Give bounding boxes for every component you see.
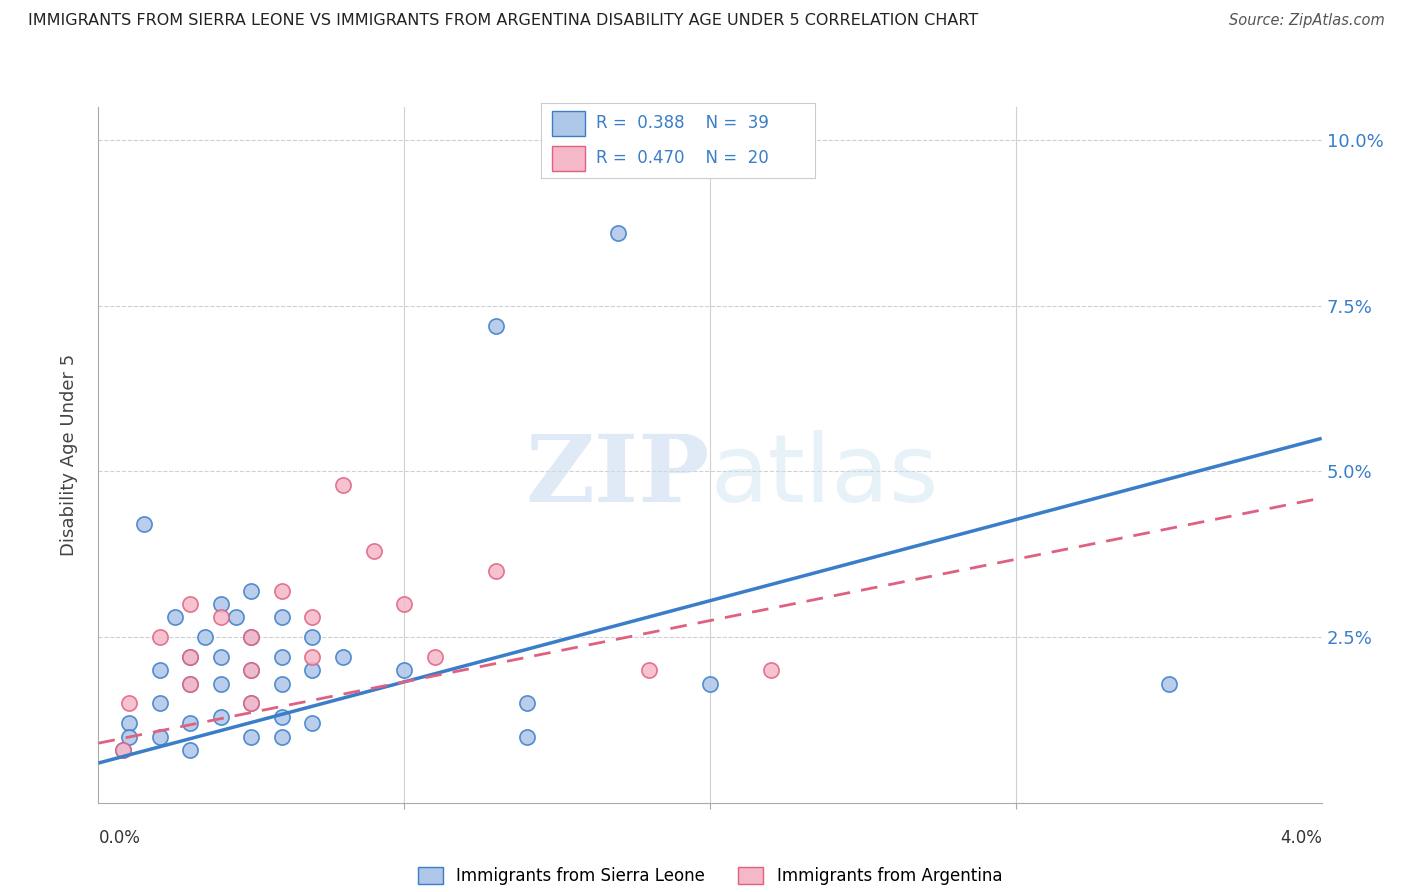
Point bbox=[637, 663, 661, 677]
Point bbox=[270, 730, 294, 744]
Text: atlas: atlas bbox=[710, 430, 938, 522]
Point bbox=[607, 226, 630, 240]
Point bbox=[163, 610, 186, 624]
Point bbox=[179, 650, 201, 665]
Point bbox=[149, 697, 172, 711]
Legend: Immigrants from Sierra Leone, Immigrants from Argentina: Immigrants from Sierra Leone, Immigrants… bbox=[411, 861, 1010, 892]
Point bbox=[1157, 676, 1180, 690]
Point bbox=[240, 630, 263, 644]
Point bbox=[134, 517, 156, 532]
Text: R =  0.470    N =  20: R = 0.470 N = 20 bbox=[596, 149, 769, 167]
Point bbox=[225, 610, 247, 624]
Point bbox=[111, 743, 134, 757]
Text: 0.0%: 0.0% bbox=[98, 829, 141, 847]
Point bbox=[240, 663, 263, 677]
Point bbox=[149, 663, 172, 677]
Point bbox=[240, 630, 263, 644]
Point bbox=[240, 697, 263, 711]
Y-axis label: Disability Age Under 5: Disability Age Under 5 bbox=[59, 354, 77, 556]
Point bbox=[240, 583, 263, 598]
Point bbox=[270, 650, 294, 665]
Point bbox=[118, 697, 141, 711]
Point bbox=[149, 630, 172, 644]
Point bbox=[179, 650, 201, 665]
Point bbox=[240, 730, 263, 744]
Point bbox=[485, 318, 508, 333]
Text: IMMIGRANTS FROM SIERRA LEONE VS IMMIGRANTS FROM ARGENTINA DISABILITY AGE UNDER 5: IMMIGRANTS FROM SIERRA LEONE VS IMMIGRAN… bbox=[28, 13, 979, 29]
Point bbox=[179, 716, 201, 731]
Point bbox=[301, 650, 323, 665]
Point bbox=[194, 630, 217, 644]
Point bbox=[118, 730, 141, 744]
Point bbox=[301, 716, 323, 731]
Point bbox=[301, 610, 323, 624]
Point bbox=[270, 610, 294, 624]
Point bbox=[179, 597, 201, 611]
Point bbox=[270, 709, 294, 723]
Point bbox=[301, 663, 323, 677]
Text: R =  0.388    N =  39: R = 0.388 N = 39 bbox=[596, 114, 769, 132]
Point bbox=[149, 730, 172, 744]
Text: 4.0%: 4.0% bbox=[1279, 829, 1322, 847]
Point bbox=[516, 730, 538, 744]
FancyBboxPatch shape bbox=[553, 145, 585, 171]
Text: Source: ZipAtlas.com: Source: ZipAtlas.com bbox=[1229, 13, 1385, 29]
Point bbox=[423, 650, 446, 665]
Point bbox=[759, 663, 782, 677]
Point bbox=[179, 743, 201, 757]
Point bbox=[209, 610, 232, 624]
Point bbox=[270, 676, 294, 690]
Point bbox=[485, 564, 508, 578]
Point bbox=[209, 597, 232, 611]
Point bbox=[392, 597, 416, 611]
Point bbox=[111, 743, 134, 757]
Point bbox=[118, 716, 141, 731]
Point bbox=[179, 676, 201, 690]
Point bbox=[240, 663, 263, 677]
Point bbox=[209, 709, 232, 723]
Point bbox=[363, 544, 385, 558]
Point bbox=[699, 676, 721, 690]
FancyBboxPatch shape bbox=[553, 111, 585, 136]
Point bbox=[332, 477, 354, 491]
Point bbox=[332, 650, 354, 665]
Point bbox=[209, 650, 232, 665]
Point bbox=[270, 583, 294, 598]
Text: ZIP: ZIP bbox=[526, 431, 710, 521]
Point bbox=[209, 676, 232, 690]
Point bbox=[240, 697, 263, 711]
Point bbox=[392, 663, 416, 677]
Point bbox=[301, 630, 323, 644]
Point bbox=[179, 676, 201, 690]
Point bbox=[516, 697, 538, 711]
